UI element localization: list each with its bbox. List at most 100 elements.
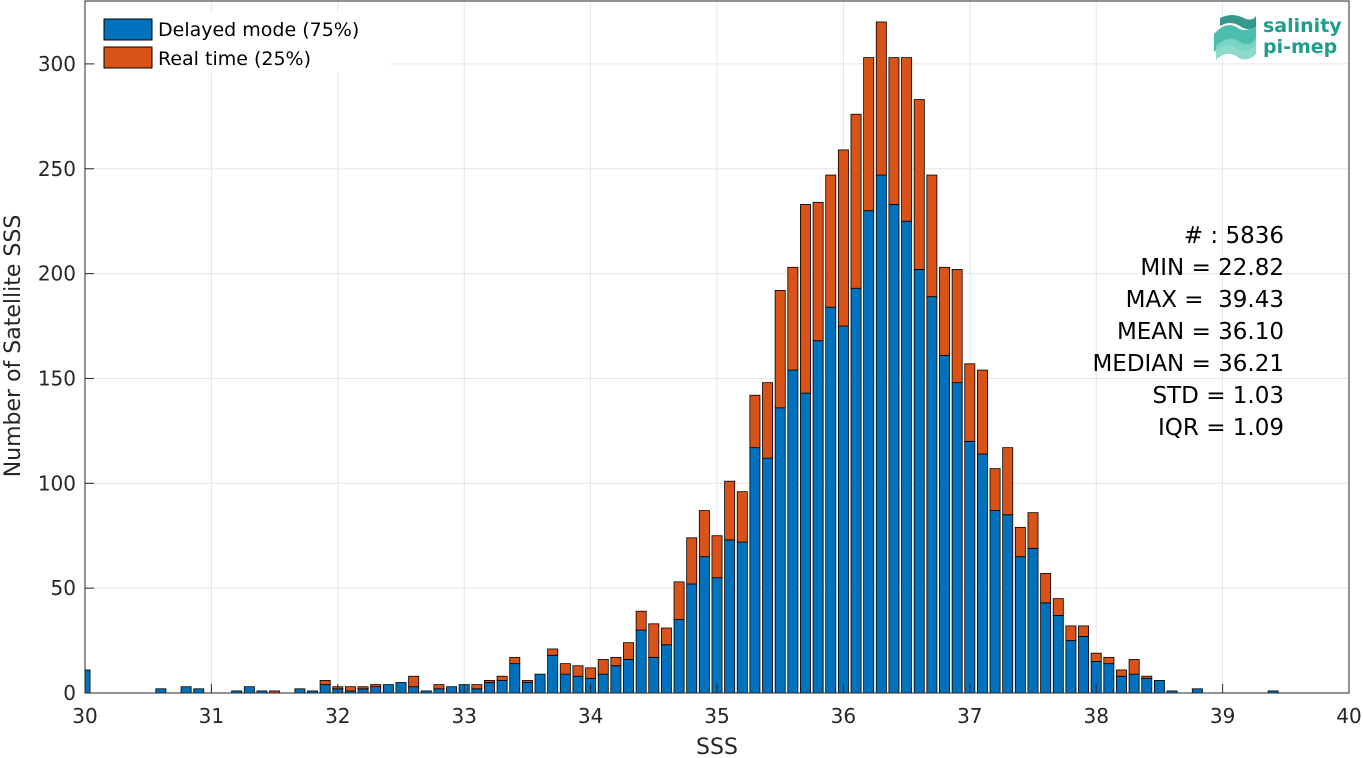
bar-delayed [572,675,584,694]
bar-realtime [623,642,634,660]
bar-realtime [736,491,748,543]
bar-delayed [84,669,91,694]
bar-delayed [1040,602,1052,694]
bar-realtime [484,680,495,683]
bar-delayed [597,673,609,694]
x-tick-label: 38 [1083,704,1108,728]
x-tick-label: 33 [451,704,476,728]
bar-delayed [521,682,533,694]
bar-delayed [496,680,508,694]
bar-delayed [1103,663,1115,694]
bar-realtime [976,369,988,455]
x-tick-label: 31 [199,704,224,728]
bar-delayed [951,382,963,694]
bar-realtime [774,289,786,409]
x-tick-label: 37 [957,704,982,728]
bar-delayed [193,688,205,694]
bar-realtime [597,659,609,675]
bar-realtime [521,680,533,683]
bar-delayed [1128,673,1140,694]
bar-delayed [155,688,167,694]
bar-realtime [901,57,913,222]
bar-realtime [509,656,521,665]
bar-realtime [408,675,420,688]
bar-delayed [1153,680,1165,694]
bar-delayed [901,220,913,694]
bar-realtime [1027,512,1039,549]
bar-delayed [395,682,407,694]
stats-median: MEDIAN = 36.21 [1092,351,1284,377]
x-tick-label: 36 [831,704,856,728]
bar-realtime [433,684,445,690]
bar-delayed [976,453,988,694]
y-axis-label: Number of Satellite SSS [1,215,26,478]
bar-delayed [1002,514,1014,694]
logo-wave-icon [1214,15,1256,60]
bar-delayed [825,306,837,694]
x-tick-label: 39 [1210,704,1235,728]
bar-delayed [1141,677,1153,694]
bar-realtime [370,684,382,688]
bar-delayed [357,688,369,694]
stats-max: MAX = 39.43 [1126,287,1284,313]
legend-label-delayed: Delayed mode (75%) [158,19,359,41]
bar-delayed [610,665,622,694]
bar-realtime [800,204,811,394]
bar-delayed [875,174,887,694]
bar-realtime [686,537,698,585]
bar-realtime [547,648,559,656]
bar-realtime [660,627,672,646]
legend-label-realtime: Real time (25%) [158,48,311,70]
bar-realtime [913,99,925,270]
bar-realtime [926,174,938,298]
bar-realtime [850,113,862,289]
bar-delayed [939,354,950,694]
bar-delayed [370,686,382,694]
bar-delayed [774,407,786,694]
bar-delayed [484,682,495,694]
bar-delayed [1027,547,1039,694]
bar-realtime [559,663,571,675]
bar-delayed [648,656,660,694]
bar-realtime [1040,573,1052,604]
bar-delayed [711,577,723,694]
bar-delayed [547,654,559,694]
bar-delayed [888,204,900,694]
bar-realtime [837,149,849,327]
bar-delayed [433,688,445,694]
bar-delayed [837,325,849,694]
bar-realtime [610,656,622,667]
stats-min: MIN = 22.82 [1140,255,1284,281]
bar-delayed [686,583,698,694]
bar-delayed [382,684,394,694]
bar-delayed [964,440,976,694]
logo-text-pimep: pi-mep [1263,36,1337,58]
logo-text-salinity: salinity [1263,15,1342,37]
bar-delayed [559,673,571,694]
bar-delayed [243,686,255,694]
legend: Delayed mode (75%) Real time (25%) [96,13,390,73]
bar-realtime [1116,669,1127,677]
bar-delayed [534,673,546,694]
y-tick-label: 50 [51,576,76,600]
bar-delayed [787,369,799,694]
bar-realtime [863,57,875,212]
bar-realtime [1103,656,1115,665]
x-tick-label: 30 [72,704,97,728]
x-tick-label: 34 [578,704,603,728]
bar-realtime [1014,526,1026,558]
bar-delayed [850,287,862,694]
bar-delayed [762,457,774,694]
bar-delayed [471,688,483,694]
stats-std: STD = 1.03 [1153,383,1284,409]
bar-delayed [724,539,736,694]
bar-realtime [888,57,900,205]
y-tick-label: 150 [38,366,76,390]
bar-delayed [180,686,192,694]
bar-delayed [812,340,824,694]
bar-realtime [1078,625,1090,637]
bar-delayed [408,686,420,694]
bar-delayed [446,686,458,694]
bar-realtime [1052,598,1064,616]
bar-delayed [623,659,634,694]
